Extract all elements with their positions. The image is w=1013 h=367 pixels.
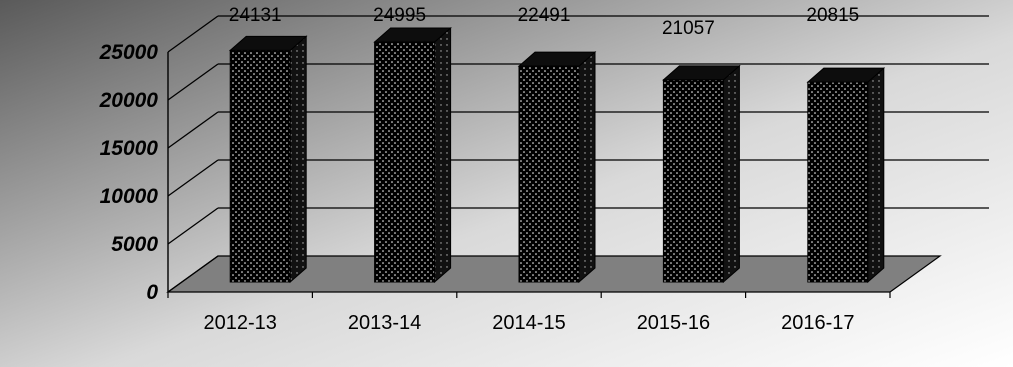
bar-front (229, 49, 291, 283)
y-tick-label: 15000 (100, 137, 159, 160)
bar-side (867, 67, 885, 284)
data-label: 21057 (662, 18, 715, 39)
bar (373, 26, 452, 284)
x-tick-label: 2015-16 (637, 312, 710, 334)
bar-side (434, 26, 452, 284)
x-tick-label: 2014-15 (492, 312, 565, 334)
bar-front (518, 65, 580, 283)
data-label: 24131 (229, 5, 282, 26)
wall-gridline (167, 15, 219, 53)
y-tick-label: 25000 (99, 41, 159, 64)
bar (806, 67, 886, 284)
y-tick-label: 20000 (99, 89, 159, 112)
data-label: 22491 (518, 5, 571, 26)
bar-side (289, 35, 307, 284)
bar (517, 50, 597, 284)
y-tick-label: 5000 (111, 233, 158, 256)
y-tick-label: 10000 (100, 185, 159, 208)
bar-side (722, 64, 740, 284)
x-tick-label: 2013-14 (348, 312, 421, 334)
wall-gridline (167, 159, 219, 197)
wall-gridline (167, 111, 219, 149)
bar (662, 64, 741, 284)
wall-gridline (167, 63, 219, 101)
bar-front (662, 79, 724, 283)
bar-front (807, 81, 869, 283)
x-tick-label: 2016-17 (781, 312, 854, 334)
y-tick-label: 0 (146, 281, 158, 304)
bar-side (578, 50, 596, 284)
data-label: 24995 (373, 5, 426, 26)
wall-gridline (167, 255, 219, 293)
bar (228, 35, 308, 284)
bar-front (374, 41, 436, 283)
x-tick-label: 2012-13 (203, 312, 276, 334)
wall-gridline (167, 207, 219, 245)
data-label: 20815 (806, 5, 859, 26)
